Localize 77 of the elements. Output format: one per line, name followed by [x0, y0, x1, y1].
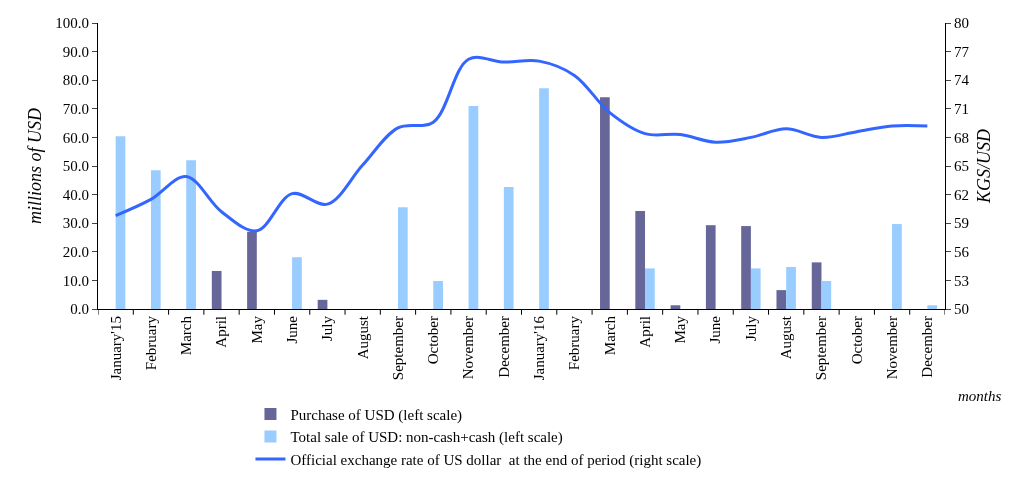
x-tick-label: August [354, 315, 371, 360]
text: months [958, 388, 1002, 404]
x-tick-label: September [389, 316, 406, 381]
x-tick-label: May [248, 315, 265, 344]
x-tick-label: February [566, 315, 583, 371]
x-tick-label: December [919, 316, 936, 378]
legend-label: Official exchange rate of US dollar at the end of period (right scale) [290, 451, 702, 469]
bar [645, 268, 655, 309]
y-tick-label: 10.0 [62, 272, 89, 289]
y-tick-label: 30.0 [62, 215, 89, 232]
y-tick-label: 100.0 [55, 15, 89, 32]
y-tick-label: 90.0 [62, 43, 89, 60]
x-tick-label: October [425, 316, 442, 365]
y2-tick-label: 62 [954, 186, 969, 203]
bar [503, 186, 514, 309]
bar [741, 226, 751, 309]
y-tick-label: 70.0 [62, 101, 89, 118]
y2-axis-title: KGS/USD [973, 128, 994, 205]
bar [821, 280, 832, 309]
y2-tick-label: 77 [954, 43, 970, 60]
y-axis-title: millions of USD [25, 107, 46, 225]
x-tick-label: March [178, 315, 195, 356]
bar [433, 280, 443, 309]
y2-tick-label: 56 [954, 244, 970, 261]
x-tick-label: July [742, 315, 759, 342]
x-tick-label: April [636, 316, 653, 348]
bar [776, 290, 787, 309]
x-tick-label: May [672, 315, 689, 344]
bar [892, 224, 902, 309]
x-tick-label: November [883, 316, 900, 380]
y2-tick-label: 80 [954, 15, 969, 32]
y-tick-label: 50.0 [62, 158, 89, 175]
y2-tick-label: 71 [954, 101, 969, 118]
bar [600, 97, 610, 309]
bar [150, 170, 161, 309]
bar [468, 105, 479, 309]
bar [317, 299, 328, 309]
bar [750, 268, 761, 309]
y-tick-label: 20.0 [62, 244, 89, 261]
y-tick-label: 0.0 [70, 301, 89, 318]
bar [786, 266, 796, 309]
bar [115, 136, 126, 309]
bar [292, 257, 302, 309]
x-tick-label: September [813, 316, 830, 381]
x-tick-label: February [142, 315, 159, 371]
bar [539, 88, 549, 309]
x-tick-label: August [778, 315, 795, 360]
x-tick-label: June [283, 315, 300, 344]
x-tick-label: March [601, 315, 618, 356]
x-tick-label: January'16 [531, 315, 548, 381]
legend-label: Total sale of USD: non-cash+cash (left scale) [290, 429, 563, 447]
y2-tick-label: 53 [954, 272, 969, 289]
bar [211, 270, 222, 309]
x-tick-label: April [213, 316, 230, 348]
bar [927, 305, 938, 309]
y2-tick-label: 50 [954, 301, 969, 318]
x-tick-label: November [460, 316, 477, 380]
bar [247, 231, 257, 309]
y-tick-label: 60.0 [62, 129, 89, 146]
y2-tick-label: 65 [954, 158, 969, 175]
bar [186, 160, 196, 309]
y2-tick-label: 74 [954, 72, 970, 89]
x-tick-label: October [848, 316, 865, 365]
x-tick-label: June [707, 315, 724, 344]
bar [635, 210, 646, 309]
y-tick-label: 40.0 [62, 186, 89, 203]
bar [397, 207, 408, 309]
x-tick-label: January'15 [107, 316, 124, 381]
y2-tick-label: 68 [954, 129, 969, 146]
bar [670, 305, 681, 309]
legend-label: Purchase of USD (left scale) [290, 406, 463, 424]
y-tick-label: 80.0 [62, 72, 89, 89]
y2-tick-label: 59 [954, 215, 969, 232]
bar [811, 262, 822, 309]
x-tick-label: July [319, 315, 336, 342]
x-tick-label: December [495, 316, 512, 378]
bar [705, 225, 716, 309]
